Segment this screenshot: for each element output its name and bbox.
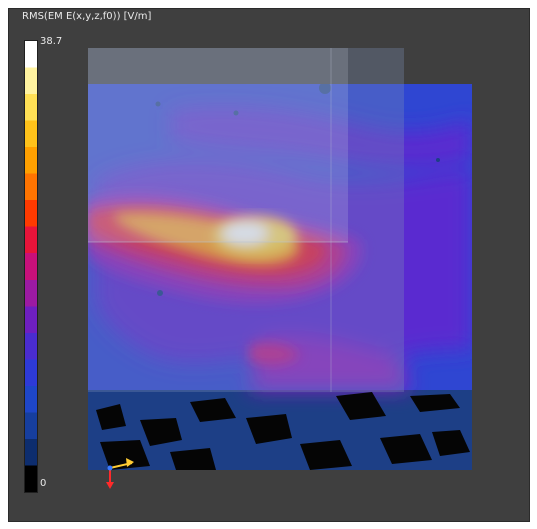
field-region-violet-upper [170,105,472,168]
zero-field-patches [96,392,470,470]
field-specks [155,84,440,296]
colorbar-max-label: 38.7 [40,36,63,47]
overlay-plane-large [88,48,404,392]
field-region-magenta-small [250,343,300,365]
colorbar-min-label: 0 [40,478,47,489]
overlay-plane-small [88,48,348,242]
legend-title: RMS(EM E(x,y,z,f0)) [V/m] [22,11,152,22]
colorbar [24,40,38,493]
axis-triad-icon [106,458,134,489]
field-hotspot-peak [223,222,267,244]
field-plane [88,84,472,470]
